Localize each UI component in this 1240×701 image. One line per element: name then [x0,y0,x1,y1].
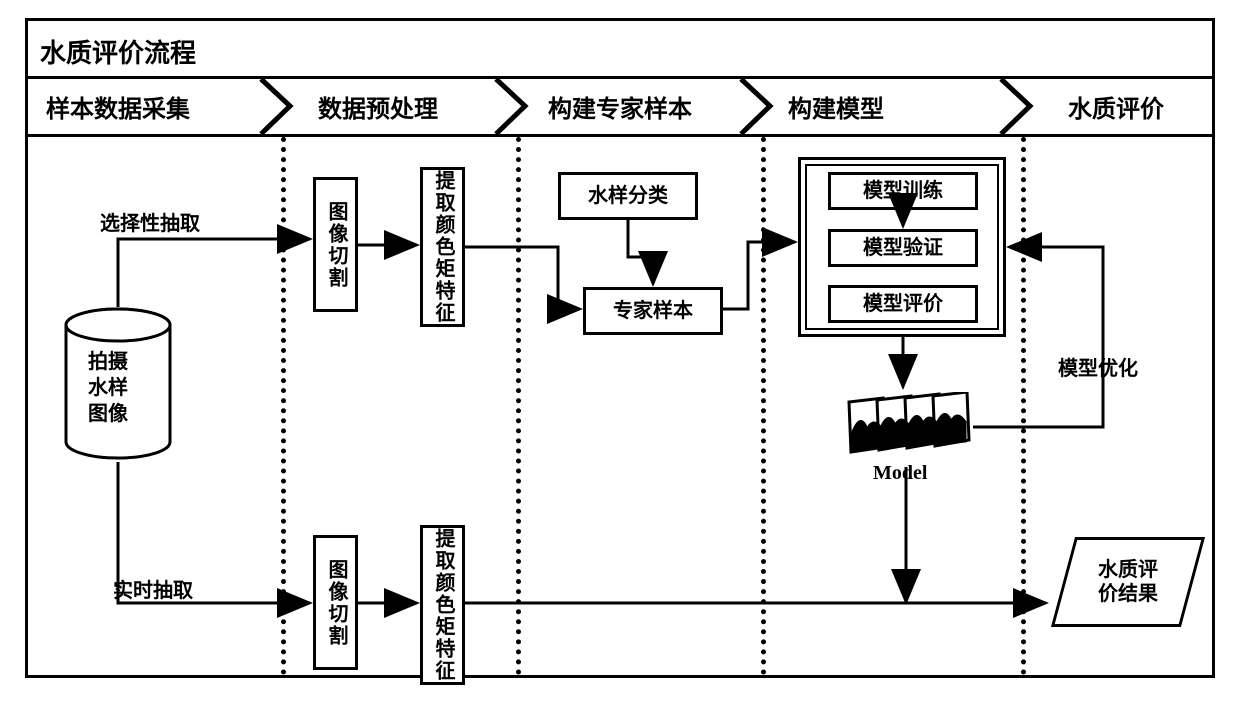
chevron-icon [258,76,308,137]
model-optimize-label: 模型优化 [1058,352,1138,381]
model-eval-box: 模型评价 [828,285,978,323]
stage-3-label: 构建专家样本 [548,89,692,124]
image-cut-box-bottom: 图像切割 [313,535,358,670]
classify-box: 水样分类 [558,172,698,220]
model-artifact-icon [843,392,973,462]
stage-bar: 样本数据采集 数据预处理 构建专家样本 构建模型 水质评价 [28,79,1212,137]
model-label: Model [873,462,927,485]
chevron-icon [493,76,543,137]
stage-4-label: 构建模型 [788,89,884,124]
model-train-box: 模型训练 [828,172,978,210]
column-divider [516,137,521,675]
selective-extract-label: 选择性抽取 [100,207,200,236]
extract-color-box-top: 提取颜色矩特征 [420,167,465,327]
stage-1-label: 样本数据采集 [46,89,190,124]
diagram-title: 水质评价流程 [40,38,196,68]
diagram-content: 拍摄 水样 图像 选择性抽取 实时抽取 图像切割 提取颜色矩特征 图像切割 提取… [28,137,1212,675]
chevron-icon [998,76,1048,137]
image-cut-box-top: 图像切割 [313,177,358,312]
stage-5-label: 水质评价 [1068,89,1164,124]
capture-image-label: 拍摄 水样 图像 [88,349,128,427]
model-validate-box: 模型验证 [828,229,978,267]
column-divider [761,137,766,675]
diagram-frame: 水质评价流程 样本数据采集 数据预处理 构建专家样本 构建模型 水质评价 [25,18,1215,678]
column-divider [281,137,286,675]
extract-color-box-bottom: 提取颜色矩特征 [420,525,465,685]
column-divider [1021,137,1026,675]
title-bar: 水质评价流程 [28,21,1212,79]
realtime-extract-label: 实时抽取 [113,574,193,603]
stage-2-label: 数据预处理 [318,89,438,124]
result-box: 水质评 价结果 [1051,537,1205,627]
expert-sample-box: 专家样本 [583,287,723,335]
chevron-icon [738,76,788,137]
